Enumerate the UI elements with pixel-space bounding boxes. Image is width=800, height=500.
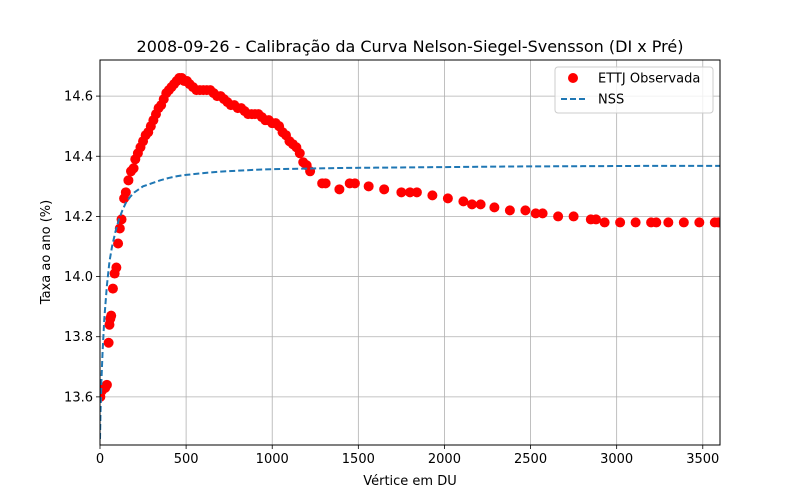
observed-point [475,199,486,210]
observed-point [363,181,374,192]
x-tick-label: 2500 [514,452,547,467]
observed-point [103,337,114,348]
y-tick-label: 13.8 [64,330,93,345]
observed-point [504,205,515,216]
observed-point [537,208,548,219]
y-axis-title: Taxa ao ano (%) [39,200,54,305]
y-tick-label: 14.0 [64,270,93,285]
x-tick-label: 1000 [256,452,289,467]
observed-point [114,223,125,234]
legend: ETTJ Observada NSS [554,66,714,114]
observed-point [599,217,610,228]
observed-point [530,208,541,219]
observed-point [320,178,331,189]
observed-point [111,262,122,273]
observed-point [411,187,422,198]
observed-point [113,238,124,249]
x-tick-label: 500 [174,452,199,467]
observed-point [106,310,117,321]
legend-marker-observed [568,73,578,83]
observed-point [489,202,500,213]
observed-point [123,175,134,186]
y-tick-label: 14.6 [64,90,93,105]
x-tick-label: 3500 [686,452,719,467]
legend-label-nss: NSS [598,93,624,108]
x-tick-label: 3000 [600,452,633,467]
y-tick-label: 13.6 [64,390,93,405]
observed-point [458,196,469,207]
x-axis-title: Vértice em DU [363,474,457,489]
y-tick-label: 14.4 [64,150,93,165]
observed-point [120,187,131,198]
x-tick-label: 2000 [428,452,461,467]
observed-point [294,148,305,159]
chart-title: 2008-09-26 - Calibração da Curva Nelson-… [137,37,684,56]
nss-curve [100,164,720,439]
x-tick-label: 0 [96,452,104,467]
observed-point [379,184,390,195]
observed-point [651,217,662,228]
observed-point [520,205,531,216]
observed-point [467,199,477,210]
observed-point [568,211,579,222]
observed-point [694,217,705,228]
y-tick-label: 14.2 [64,210,93,225]
plot-frame [99,59,721,446]
data-layer [100,73,720,439]
plot-area [100,60,720,445]
observed-point [713,217,720,228]
observed-point [553,211,564,222]
legend-box [554,66,714,114]
observed-point [630,217,641,228]
legend-label-observed: ETTJ Observada [598,72,700,87]
x-tick-label: 1500 [342,452,375,467]
observed-point [101,379,112,390]
axis-layer: 0 500 1000 1500 2000 2500 3000 3500 13.6 13.8 14.0… [64,90,719,467]
observed-point [427,190,438,201]
observed-point [663,217,674,228]
observed-point [405,187,415,198]
observed-point [678,217,689,228]
observed-point [128,163,139,174]
observed-point [349,178,360,189]
observed-point [107,283,118,294]
observed-point [396,187,407,198]
observed-point [334,184,345,195]
observed-point [615,217,626,228]
observed-point [591,214,601,225]
observed-point [442,193,453,204]
